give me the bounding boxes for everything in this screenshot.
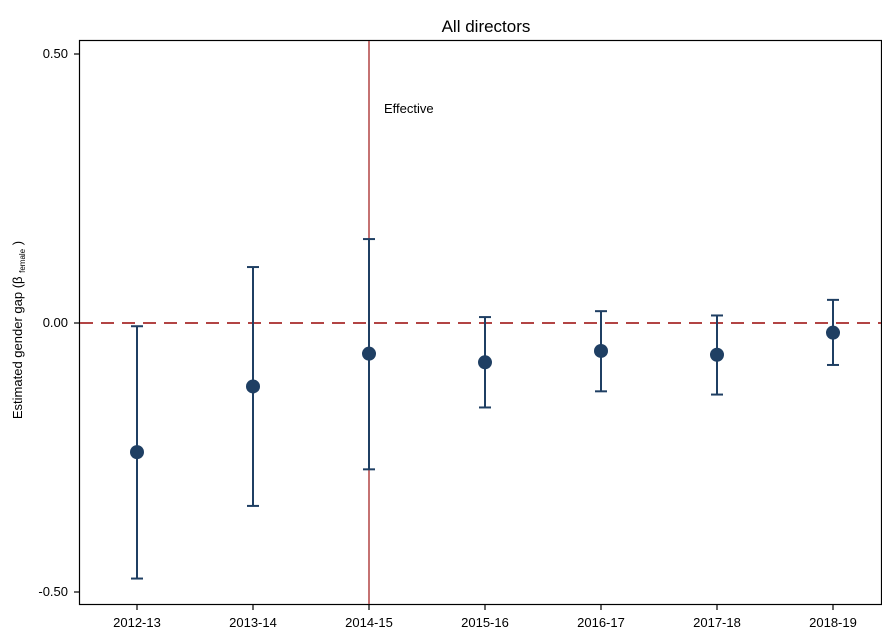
y-axis: 0.50 0.00 -0.50	[38, 46, 80, 599]
x-axis: 2012-13 2013-14 2014-15 2015-16 2016-17 2017-…	[113, 604, 857, 630]
point-estimate	[826, 325, 840, 340]
point-estimate	[478, 355, 492, 370]
point-estimate	[130, 445, 144, 460]
y-axis-label-close: )	[10, 241, 25, 245]
chart-title: All directors	[442, 17, 531, 36]
point-estimate	[594, 343, 608, 358]
x-tick-label: 2014-15	[345, 615, 393, 630]
data-marks	[130, 238, 840, 580]
y-tick-label: 0.50	[43, 46, 68, 61]
point-estimate	[362, 346, 376, 361]
x-tick-label: 2017-18	[693, 615, 741, 630]
point-estimate	[246, 379, 260, 394]
point-estimate	[710, 347, 724, 362]
x-tick-label: 2015-16	[461, 615, 509, 630]
x-tick-label: 2012-13	[113, 615, 161, 630]
y-axis-label-main: Estimated gender gap (β	[10, 276, 25, 419]
effective-annotation: Effective	[384, 101, 434, 116]
x-tick-label: 2016-17	[577, 615, 625, 630]
y-tick-label: 0.00	[43, 315, 68, 330]
y-axis-label-subscript: female	[18, 248, 27, 273]
x-tick-label: 2018-19	[809, 615, 857, 630]
y-tick-label: -0.50	[38, 584, 68, 599]
x-tick-label: 2013-14	[229, 615, 277, 630]
y-axis-label: Estimated gender gap (β female )	[10, 241, 28, 419]
